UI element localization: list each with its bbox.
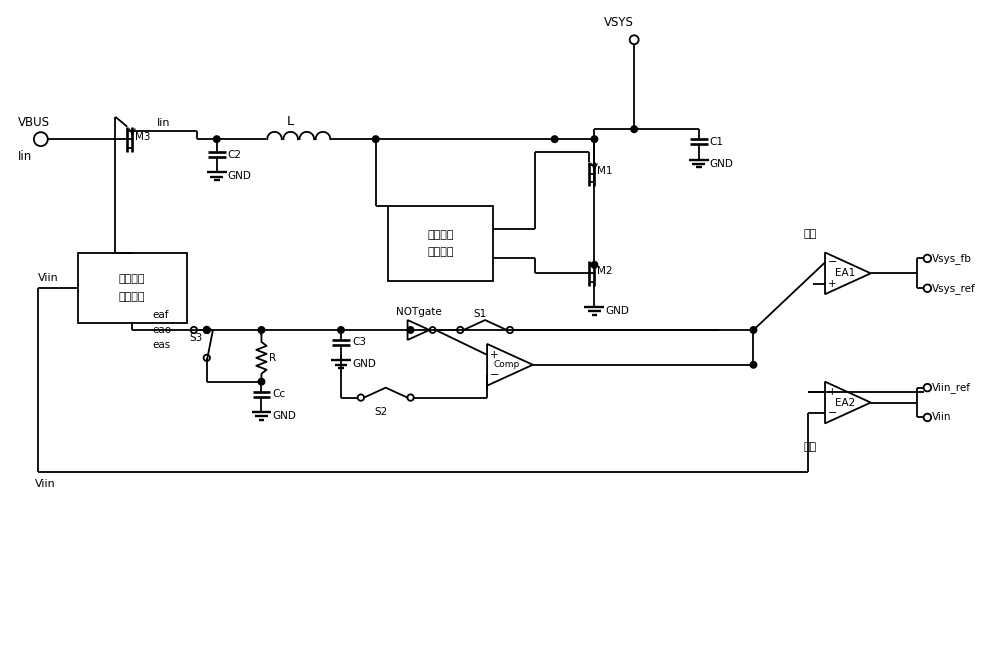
Circle shape [591, 262, 598, 268]
Text: Iin: Iin [18, 150, 32, 163]
Text: GND: GND [352, 359, 376, 369]
Text: S1: S1 [473, 309, 487, 319]
Circle shape [213, 136, 220, 142]
Circle shape [750, 327, 757, 333]
Text: +: + [828, 279, 836, 289]
Text: GND: GND [710, 159, 734, 169]
Text: Vsys_fb: Vsys_fb [932, 253, 972, 264]
Text: GND: GND [272, 411, 296, 421]
Text: 控制电路: 控制电路 [427, 247, 454, 257]
Bar [78, 253, 187, 323]
Circle shape [258, 327, 265, 333]
Text: VSYS: VSYS [604, 16, 634, 30]
Circle shape [204, 327, 210, 333]
Circle shape [551, 136, 558, 142]
Circle shape [258, 379, 265, 385]
Text: +: + [490, 350, 498, 360]
Text: −: − [490, 370, 499, 380]
Text: GND: GND [605, 306, 629, 316]
Text: R: R [269, 354, 276, 363]
Text: Comp: Comp [494, 360, 520, 369]
Circle shape [750, 361, 757, 368]
Text: +: + [828, 386, 836, 397]
Text: C3: C3 [352, 337, 366, 348]
Text: M3: M3 [135, 132, 151, 142]
Text: eao: eao [152, 325, 171, 335]
Text: eas: eas [152, 340, 170, 350]
Circle shape [591, 136, 598, 142]
Text: M2: M2 [597, 266, 613, 276]
Text: Cc: Cc [272, 389, 286, 399]
Bar [388, 206, 493, 281]
Text: Iin: Iin [157, 118, 171, 129]
Circle shape [372, 136, 379, 142]
Text: Viin_ref: Viin_ref [932, 382, 971, 393]
Text: EA1: EA1 [835, 268, 855, 278]
Circle shape [631, 126, 637, 133]
Text: 峰値限流: 峰値限流 [427, 230, 454, 239]
Text: VBUS: VBUS [18, 115, 50, 129]
Text: NOTgate: NOTgate [396, 307, 441, 317]
Text: 慢环: 慢环 [803, 442, 816, 452]
Text: C2: C2 [228, 150, 242, 159]
Text: L: L [286, 115, 294, 128]
Text: Viin: Viin [38, 274, 59, 283]
Text: Viin: Viin [35, 479, 56, 489]
Text: Viin: Viin [932, 413, 952, 422]
Circle shape [407, 327, 414, 333]
Text: S3: S3 [189, 333, 202, 343]
Text: EA2: EA2 [835, 398, 855, 407]
Text: 快环: 快环 [803, 228, 816, 239]
Text: eaf: eaf [152, 310, 169, 320]
Text: C1: C1 [710, 136, 724, 147]
Text: Vsys_ref: Vsys_ref [932, 283, 976, 294]
Text: 输入电流: 输入电流 [119, 274, 145, 284]
Text: GND: GND [228, 171, 252, 182]
Text: M1: M1 [597, 167, 613, 176]
Text: S2: S2 [374, 407, 387, 417]
Text: 采样电路: 采样电路 [119, 292, 145, 302]
Circle shape [338, 327, 344, 333]
Text: −: − [828, 409, 837, 419]
Text: −: − [828, 257, 837, 268]
